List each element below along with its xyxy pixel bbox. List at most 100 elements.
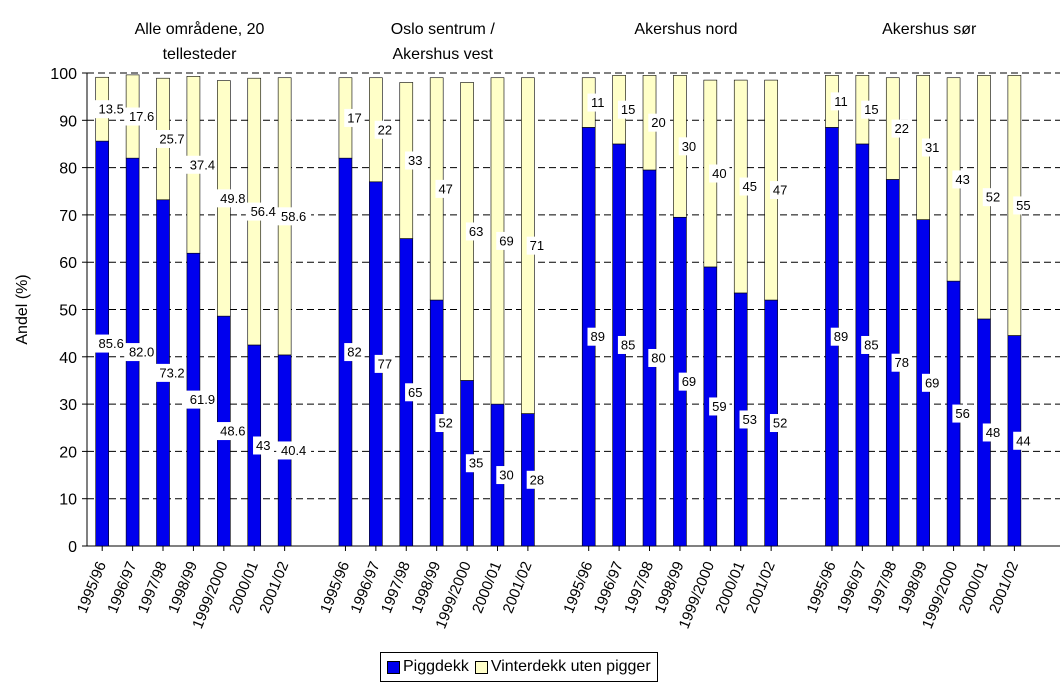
data-label-vinterdekk-g3-c2-bg (891, 119, 912, 138)
data-label-piggdekk-g1-c2-bg (405, 383, 426, 402)
data-label-vinterdekk-g2-c1: 15 (621, 102, 635, 117)
data-label-piggdekk-g0-c5: 43 (256, 438, 270, 453)
data-label-vinterdekk-g3-c1: 15 (864, 102, 878, 117)
data-label-vinterdekk-g0-c1-bg (124, 107, 160, 126)
y-tick-label-70: 70 (59, 208, 77, 225)
data-label-vinterdekk-g2-c6: 47 (773, 183, 787, 198)
data-label-vinterdekk-g1-c2: 33 (408, 153, 422, 168)
data-label-vinterdekk-g3-c0: 11 (834, 94, 848, 109)
data-label-vinterdekk-g2-c0: 11 (591, 95, 605, 110)
data-label-vinterdekk-g0-c6: 58.6 (281, 209, 306, 224)
data-label-vinterdekk-g0-c0: 13.5 (99, 102, 124, 117)
data-label-vinterdekk-g3-c1-bg (861, 100, 882, 119)
data-label-piggdekk-g1-c3-bg (435, 414, 456, 433)
data-label-piggdekk-g1-c6: 28 (530, 472, 544, 487)
legend-item-piggdekk: Piggdekk (387, 658, 469, 676)
data-label-piggdekk-g1-c3: 52 (438, 416, 452, 431)
data-label-piggdekk-g0-c0: 85.6 (99, 336, 124, 351)
data-label-piggdekk-g0-c6: 40.4 (281, 443, 306, 458)
data-label-piggdekk-g2-c6: 52 (773, 416, 787, 431)
data-label-piggdekk-g3-c4-bg (952, 404, 973, 423)
data-label-piggdekk-g3-c0: 89 (834, 329, 848, 344)
data-label-vinterdekk-g1-c4-bg (465, 222, 487, 241)
data-label-piggdekk-g0-c3: 61.9 (190, 392, 215, 407)
legend-label-vinterdekk: Vinterdekk uten pigger (490, 658, 651, 675)
data-label-vinterdekk-g2-c1-bg (617, 100, 639, 119)
data-label-vinterdekk-g3-c2: 22 (895, 121, 909, 136)
data-label-piggdekk-g3-c1-bg (861, 335, 882, 354)
data-label-vinterdekk-g1-c2-bg (405, 151, 426, 170)
data-label-piggdekk-g2-c5: 53 (743, 412, 757, 427)
y-tick-label-90: 90 (59, 113, 77, 130)
data-label-piggdekk-g3-c3: 69 (925, 375, 939, 390)
data-label-vinterdekk-g1-c5: 69 (499, 233, 513, 248)
data-label-piggdekk-g2-c2-bg (648, 348, 669, 367)
data-label-vinterdekk-g2-c2: 20 (651, 115, 665, 130)
data-label-vinterdekk-g1-c4: 63 (469, 224, 483, 239)
data-label-vinterdekk-g2-c4-bg (709, 164, 730, 183)
data-label-vinterdekk-g0-c0-bg (93, 100, 129, 119)
data-label-piggdekk-g1-c0-bg (344, 343, 365, 362)
y-tick-label-50: 50 (59, 303, 77, 320)
data-label-vinterdekk-g3-c6-bg (1013, 196, 1034, 215)
data-label-piggdekk-g1-c2: 65 (408, 385, 422, 400)
data-label-piggdekk-g0-c5-bg (253, 436, 274, 455)
y-axis-title: Andel (%) (14, 274, 31, 344)
data-label-vinterdekk-g0-c3-bg (185, 155, 220, 174)
y-tick-label-80: 80 (59, 161, 77, 178)
data-label-piggdekk-g0-c2-bg (154, 363, 190, 382)
data-label-piggdekk-g2-c5-bg (739, 410, 760, 429)
data-label-piggdekk-g3-c2: 78 (895, 355, 909, 370)
data-label-piggdekk-g2-c4: 59 (712, 399, 726, 414)
data-label-vinterdekk-g2-c3: 30 (682, 139, 696, 154)
data-label-piggdekk-g0-c4: 48.6 (220, 424, 245, 439)
data-label-vinterdekk-g3-c4-bg (952, 170, 973, 189)
data-label-vinterdekk-g2-c3-bg (678, 137, 700, 156)
y-tick-label-0: 0 (68, 539, 77, 556)
data-label-vinterdekk-g3-c4: 43 (955, 172, 969, 187)
data-label-piggdekk-g2-c4-bg (709, 397, 730, 416)
data-label-vinterdekk-g0-c5-bg (245, 202, 281, 221)
group-title-0-line-0: Alle områdene, 20 (135, 20, 265, 38)
data-label-piggdekk-g1-c5: 30 (499, 468, 513, 483)
data-label-piggdekk-g3-c6-bg (1013, 431, 1034, 450)
data-label-vinterdekk-g3-c5-bg (982, 188, 1004, 207)
data-label-vinterdekk-g0-c5: 56.4 (251, 204, 276, 219)
data-label-vinterdekk-g1-c0-bg (344, 108, 365, 127)
x-tick-label-g3-c6: 2001/02 (986, 559, 1022, 616)
data-label-piggdekk-g2-c6-bg (769, 414, 791, 433)
data-label-vinterdekk-g3-c6: 55 (1016, 198, 1030, 213)
data-label-vinterdekk-g3-c0-bg (830, 92, 852, 111)
data-label-vinterdekk-g1-c5-bg (496, 231, 517, 250)
data-label-vinterdekk-g1-c1-bg (374, 120, 396, 139)
data-label-vinterdekk-g2-c2-bg (648, 113, 669, 132)
legend-label-piggdekk: Piggdekk (403, 658, 469, 675)
legend-item-vinterdekk: Vinterdekk uten pigger (474, 658, 651, 676)
legend-swatch-vinterdekk (474, 660, 488, 674)
group-title-1-line-0: Oslo sentrum / (391, 21, 496, 38)
data-label-vinterdekk-g0-c2-bg (154, 129, 190, 148)
data-label-piggdekk-g0-c1: 82.0 (129, 345, 154, 360)
data-label-piggdekk-g0-c1-bg (124, 343, 160, 362)
data-label-vinterdekk-g0-c6-bg (276, 207, 312, 226)
data-label-piggdekk-g0-c4-bg (215, 422, 251, 441)
data-label-vinterdekk-g1-c1: 22 (378, 122, 392, 137)
data-label-piggdekk-g1-c4-bg (465, 454, 487, 473)
data-label-vinterdekk-g2-c6-bg (769, 181, 791, 200)
data-label-piggdekk-g3-c2-bg (891, 353, 912, 372)
data-label-vinterdekk-g1-c0: 17 (347, 110, 361, 125)
data-label-vinterdekk-g0-c4-bg (215, 189, 251, 208)
data-label-vinterdekk-g0-c3: 37.4 (190, 157, 215, 172)
y-tick-label-60: 60 (59, 255, 77, 272)
group-title-1-line-1: Akershus vest (393, 46, 494, 63)
data-label-piggdekk-g1-c1: 77 (378, 356, 392, 371)
data-label-piggdekk-g1-c6-bg (526, 470, 548, 489)
data-label-vinterdekk-g2-c0-bg (587, 93, 608, 112)
y-tick-label-40: 40 (59, 350, 77, 367)
data-label-piggdekk-g3-c4: 56 (955, 406, 969, 421)
data-label-piggdekk-g2-c2: 80 (651, 350, 665, 365)
data-label-vinterdekk-g1-c3-bg (435, 179, 456, 198)
data-label-vinterdekk-g0-c1: 17.6 (129, 109, 154, 124)
data-label-vinterdekk-g1-c3: 47 (438, 181, 452, 196)
data-label-piggdekk-g0-c3-bg (185, 390, 220, 409)
